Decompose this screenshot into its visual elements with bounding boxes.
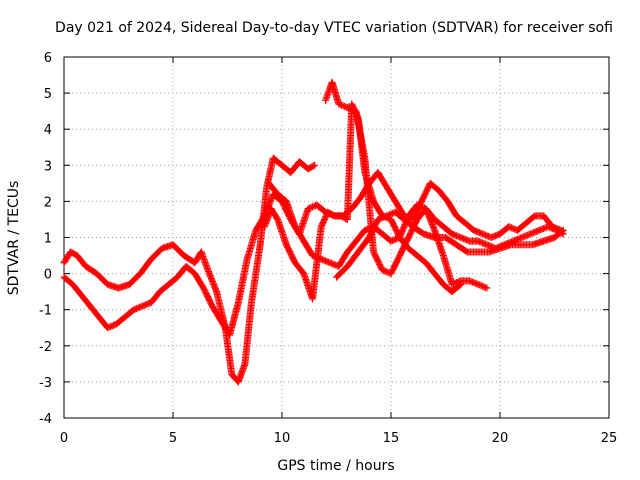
y-tick-label: 0 bbox=[44, 268, 52, 283]
y-tick-label: -2 bbox=[39, 340, 52, 355]
series-track-f bbox=[265, 179, 567, 270]
y-tick-label: -3 bbox=[39, 376, 52, 391]
chart-title: Day 021 of 2024, Sidereal Day-to-day VTE… bbox=[55, 20, 613, 36]
x-tick-label: 15 bbox=[383, 431, 400, 446]
y-tick-label: 5 bbox=[44, 87, 52, 102]
y-tick-label: -4 bbox=[39, 412, 52, 427]
y-tick-label: 4 bbox=[44, 123, 52, 138]
data-point bbox=[309, 162, 317, 170]
x-tick-label: 10 bbox=[274, 431, 291, 446]
y-tick-label: 6 bbox=[44, 51, 52, 66]
x-tick-label: 25 bbox=[601, 431, 618, 446]
axis-ticks bbox=[63, 56, 610, 419]
series-track-a bbox=[60, 154, 319, 386]
x-tick-label: 20 bbox=[492, 431, 509, 446]
data-point bbox=[558, 229, 566, 237]
y-tick-label: 2 bbox=[44, 195, 52, 210]
data-point bbox=[481, 283, 489, 291]
y-axis-label: SDTVAR / TECUs bbox=[6, 181, 22, 296]
y-tick-label: 1 bbox=[44, 232, 52, 247]
x-tick-label: 0 bbox=[60, 431, 68, 446]
x-axis-label: GPS time / hours bbox=[277, 458, 394, 474]
x-tick-labels: 0 5 10 15 20 25 bbox=[60, 431, 617, 446]
x-tick-label: 5 bbox=[169, 431, 177, 446]
y-tick-label: 3 bbox=[44, 159, 52, 174]
data-point bbox=[311, 161, 319, 169]
y-tick-labels: -4 -3 -2 -1 0 1 2 3 4 5 6 bbox=[39, 51, 52, 427]
data-point bbox=[559, 230, 567, 238]
data-point bbox=[483, 284, 491, 292]
series-track-c bbox=[261, 100, 465, 303]
y-tick-label: -1 bbox=[39, 304, 52, 319]
data-points bbox=[60, 78, 567, 386]
